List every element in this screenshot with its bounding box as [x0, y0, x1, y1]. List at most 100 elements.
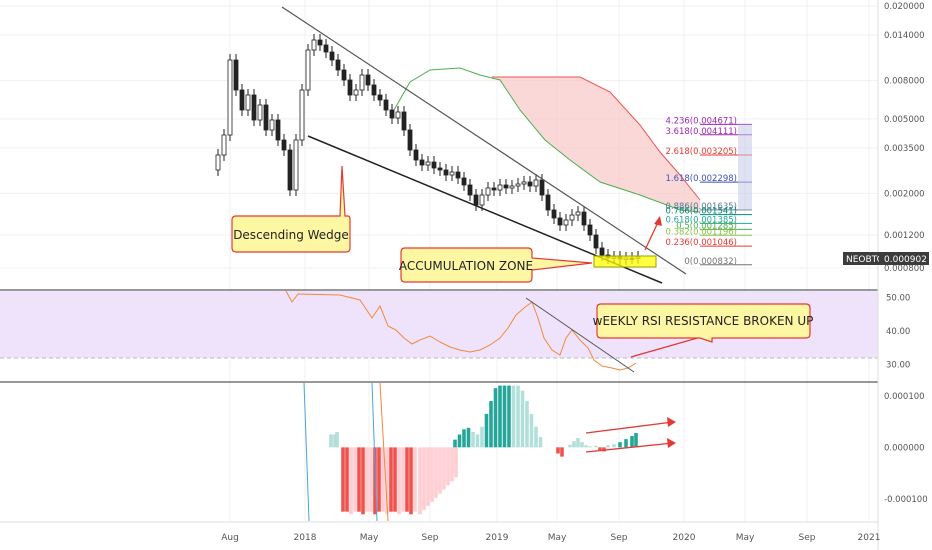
time-tick-label: Sep: [799, 533, 816, 543]
candle-body: [533, 179, 539, 187]
histogram-bar: [534, 426, 538, 448]
fib-level-label: 0.786(0.001541): [665, 207, 737, 217]
rsi-line: [285, 290, 637, 371]
hist-arrow-upper-head: [667, 417, 676, 427]
time-tick-label: 2018: [294, 533, 317, 543]
histogram-bar: [516, 385, 520, 448]
candle-body: [245, 94, 251, 111]
candle-body: [353, 89, 359, 96]
time-tick-label: 2020: [673, 533, 696, 543]
callout-rsi-text: wEEKLY RSI RESISTANCE BROKEN UP: [593, 314, 814, 328]
candle-body: [227, 59, 233, 136]
fib-level-label: 2.618(0.003205): [665, 147, 737, 157]
candlestick-series: [215, 34, 641, 265]
histogram-bar: [353, 447, 357, 512]
histogram-bar: [480, 426, 484, 448]
histogram-bar: [612, 444, 616, 448]
candle-body: [419, 159, 425, 166]
histogram-bar: [529, 413, 534, 448]
candle-body: [599, 247, 605, 256]
candle-body: [407, 129, 413, 151]
candle-body: [305, 49, 311, 91]
histogram-bar: [361, 447, 365, 515]
histogram-bar: [422, 447, 426, 511]
histogram-bar: [453, 439, 457, 448]
candle-body: [257, 104, 263, 121]
histogram-bar: [438, 447, 442, 494]
histogram-bar: [409, 447, 413, 515]
candle-body: [287, 149, 293, 191]
candle-body: [587, 224, 593, 236]
price-tick-label: 0.002000: [884, 189, 925, 199]
candle-body: [569, 214, 575, 221]
accumulation-box: [593, 255, 657, 268]
time-tick-label: 2019: [486, 533, 509, 543]
candle-body: [485, 187, 491, 196]
histogram-bar: [588, 446, 592, 448]
candle-body: [215, 154, 221, 171]
candle-body: [437, 167, 443, 171]
candle-body: [329, 51, 335, 61]
histogram-series: [329, 385, 638, 515]
histogram-bar: [580, 442, 584, 448]
histogram-orange-line: [379, 382, 389, 522]
histogram-bar: [576, 438, 580, 448]
histogram-bar: [606, 445, 610, 448]
rsi-tick-label: 40.00: [886, 327, 910, 337]
candle-body: [575, 211, 581, 216]
candle-body: [503, 184, 509, 189]
rsi-arrow: [630, 334, 709, 358]
hist-tick-label: 0.000100: [884, 392, 925, 402]
candle-body: [275, 119, 281, 141]
rsi-tick-label: 50.00: [886, 294, 910, 304]
histogram-bar: [405, 447, 409, 512]
callout-accumulation-zone: ACCUMULATION ZONE: [399, 247, 593, 283]
price-tick-label: 0.001200: [884, 231, 925, 241]
candle-body: [347, 79, 353, 96]
histogram-bar: [520, 390, 525, 448]
candle-body: [293, 139, 299, 191]
histogram-bar: [389, 447, 393, 512]
candle-body: [563, 219, 569, 226]
histogram-bar: [442, 447, 446, 490]
histogram-bar: [397, 447, 401, 515]
candle-body: [545, 194, 551, 211]
histogram-bar: [594, 445, 598, 448]
candle-body: [473, 194, 479, 206]
histogram-bar: [560, 447, 564, 457]
histogram-bar: [507, 385, 511, 448]
candle-body: [401, 111, 407, 131]
candle-body: [281, 139, 287, 151]
histogram-blue-line: [303, 382, 310, 522]
fib-zone: [738, 124, 752, 210]
histogram-bar: [345, 447, 349, 512]
candle-body: [527, 181, 533, 187]
candle-body: [365, 74, 371, 86]
candle-body: [311, 39, 317, 51]
histogram-bar: [454, 447, 458, 478]
time-tick-label: May: [360, 533, 379, 543]
candle-body: [377, 94, 383, 101]
price-tick-label: 0.020000: [884, 2, 925, 12]
price-tick-label: 0.014000: [884, 31, 925, 41]
histogram-bar: [450, 447, 454, 482]
candle-body: [299, 89, 305, 141]
candle-body: [431, 161, 437, 169]
fib-level-label: 0.236(0.001046): [665, 238, 737, 248]
candle-body: [233, 59, 239, 91]
candle-body: [263, 104, 269, 131]
fib-level-label: 0(0.000832): [684, 257, 737, 267]
candle-body: [509, 185, 515, 189]
histogram-bar: [373, 447, 377, 515]
candle-body: [443, 169, 449, 176]
histogram-bar: [489, 401, 493, 448]
histogram-bar: [618, 442, 622, 448]
price-axis-ticks: 0.020000 0.014000 0.008000 0.005000 0.003500…: [884, 2, 925, 274]
candle-body: [491, 187, 497, 191]
histogram-bar: [484, 413, 489, 448]
fib-level-label: 4.236(0.004671): [665, 116, 737, 126]
histogram-bar: [430, 447, 434, 502]
histogram-bar: [602, 447, 606, 452]
last-price-label: 0.000902: [884, 255, 927, 265]
candle-body: [221, 134, 227, 156]
